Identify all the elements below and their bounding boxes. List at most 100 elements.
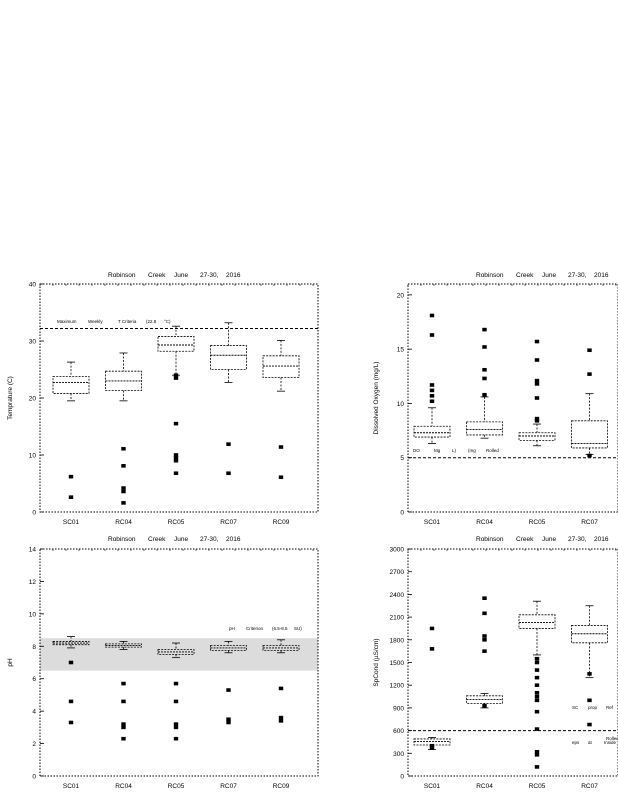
y-tick-label: 12 — [29, 579, 37, 586]
annotation-text: Rolled — [486, 448, 499, 453]
outlier-point — [587, 348, 592, 353]
outlier-point — [226, 688, 231, 692]
outlier-point — [429, 743, 435, 748]
box-RC05 — [157, 325, 195, 476]
outlier-point — [587, 372, 592, 376]
annotation-text: SU) — [294, 626, 302, 631]
outlier-point — [278, 475, 284, 480]
chart-title-word: 27-30, — [200, 536, 219, 543]
outlier-point — [534, 765, 540, 769]
outlier-point — [278, 715, 284, 720]
y-tick-label: 20 — [397, 292, 405, 299]
outlier-point — [226, 442, 231, 446]
box-RC07 — [571, 605, 608, 727]
outlier-point — [534, 396, 540, 400]
outlier-point — [482, 634, 487, 638]
outlier-point — [482, 638, 487, 642]
y-axis-label: SpCond (µS/cm) — [373, 638, 380, 686]
box-RC04 — [105, 352, 142, 505]
outlier-point — [534, 683, 540, 687]
annotation-text: prop — [588, 705, 598, 710]
chart-panel-3: Robinson Creek June 27-30, 2016 0 2 4 6 8 10 12 14 pH… — [7, 536, 319, 790]
outlier-point — [68, 660, 74, 665]
outlier-point — [429, 399, 435, 404]
outlier-point — [587, 698, 592, 703]
x-tick-label: RC04 — [476, 519, 493, 526]
y-tick-label: 0 — [400, 510, 404, 517]
outlier-point — [429, 626, 435, 631]
outlier-point — [534, 668, 540, 672]
outlier-point — [534, 675, 540, 680]
annotation-text: (mg — [468, 448, 476, 453]
outlier-point — [429, 388, 435, 393]
box-SC01 — [413, 626, 451, 750]
outlier-point — [587, 722, 592, 727]
outlier-point — [68, 495, 74, 499]
box-RC09 — [262, 340, 300, 480]
chart-title-word: Robinson — [476, 272, 504, 279]
x-tick-label: RC05 — [168, 783, 185, 790]
annotation-text: Ref — [606, 705, 614, 710]
box-iqr — [466, 421, 503, 436]
outlier-point — [482, 649, 487, 653]
box-iqr — [262, 355, 300, 378]
y-tick-label: 2700 — [390, 569, 405, 576]
box-RC05 — [518, 339, 556, 447]
outlier-point — [121, 736, 126, 741]
outlier-point — [534, 690, 540, 695]
outlier-point — [534, 358, 540, 362]
x-tick-label: RC05 — [168, 519, 185, 526]
outlier-point — [534, 660, 540, 665]
annotation-text: at — [588, 740, 593, 745]
outlier-point — [482, 392, 487, 397]
outlier-point — [173, 699, 179, 704]
outlier-point — [226, 471, 231, 476]
outlier-point — [173, 722, 179, 726]
outlier-point — [121, 699, 126, 704]
chart-title-word: 27-30, — [568, 536, 587, 543]
x-tick-label: RC07 — [581, 519, 598, 526]
y-tick-label: 15 — [397, 347, 405, 354]
plot-frame — [39, 283, 319, 513]
y-tick-label: 14 — [29, 547, 37, 554]
y-tick-label: 5 — [400, 455, 404, 462]
y-tick-label: 0 — [32, 510, 36, 517]
y-axis-label: Temprature (C) — [7, 376, 14, 420]
box-RC05 — [157, 642, 195, 741]
x-tick-label: RC07 — [581, 783, 598, 790]
chart-title-word: June — [174, 272, 188, 279]
outlier-point — [534, 698, 540, 703]
annotation-text: Criterion — [246, 626, 264, 631]
outlier-point — [121, 725, 126, 730]
chart-title-word: June — [542, 536, 556, 543]
outlier-point — [429, 746, 435, 750]
box-SC01 — [413, 313, 451, 445]
chart-title-word: Creek — [516, 272, 534, 279]
y-tick-label: 20 — [29, 396, 37, 403]
chart-title-word: June — [542, 272, 556, 279]
y-tick-label: 300 — [393, 751, 404, 758]
outlier-point — [278, 445, 284, 449]
outlier-point — [482, 703, 487, 708]
y-tick-label: 0 — [400, 774, 404, 781]
y-tick-label: 40 — [29, 282, 37, 289]
outlier-point — [534, 339, 540, 344]
chart-title-word: 27-30, — [568, 272, 587, 279]
x-tick-label: RC07 — [220, 783, 237, 790]
outlier-point — [482, 611, 487, 616]
x-tick-label: RC07 — [220, 519, 237, 526]
annotation-text: Mg — [434, 448, 441, 453]
outlier-point — [121, 446, 126, 451]
outlier-point — [429, 383, 435, 387]
outlier-point — [173, 681, 179, 686]
y-tick-label: 1500 — [390, 660, 405, 667]
outlier-point — [482, 327, 487, 332]
y-tick-label: 0 — [32, 774, 36, 781]
annotation-text: °C) — [164, 319, 171, 324]
outlier-point — [482, 596, 487, 600]
box-iqr — [518, 614, 556, 629]
outlier-point — [429, 647, 435, 651]
box-RC04 — [466, 327, 503, 439]
chart-panel-1: Robinson Creek June 27-30, 2016 0 10 20 30 40 Temp… — [7, 272, 319, 526]
